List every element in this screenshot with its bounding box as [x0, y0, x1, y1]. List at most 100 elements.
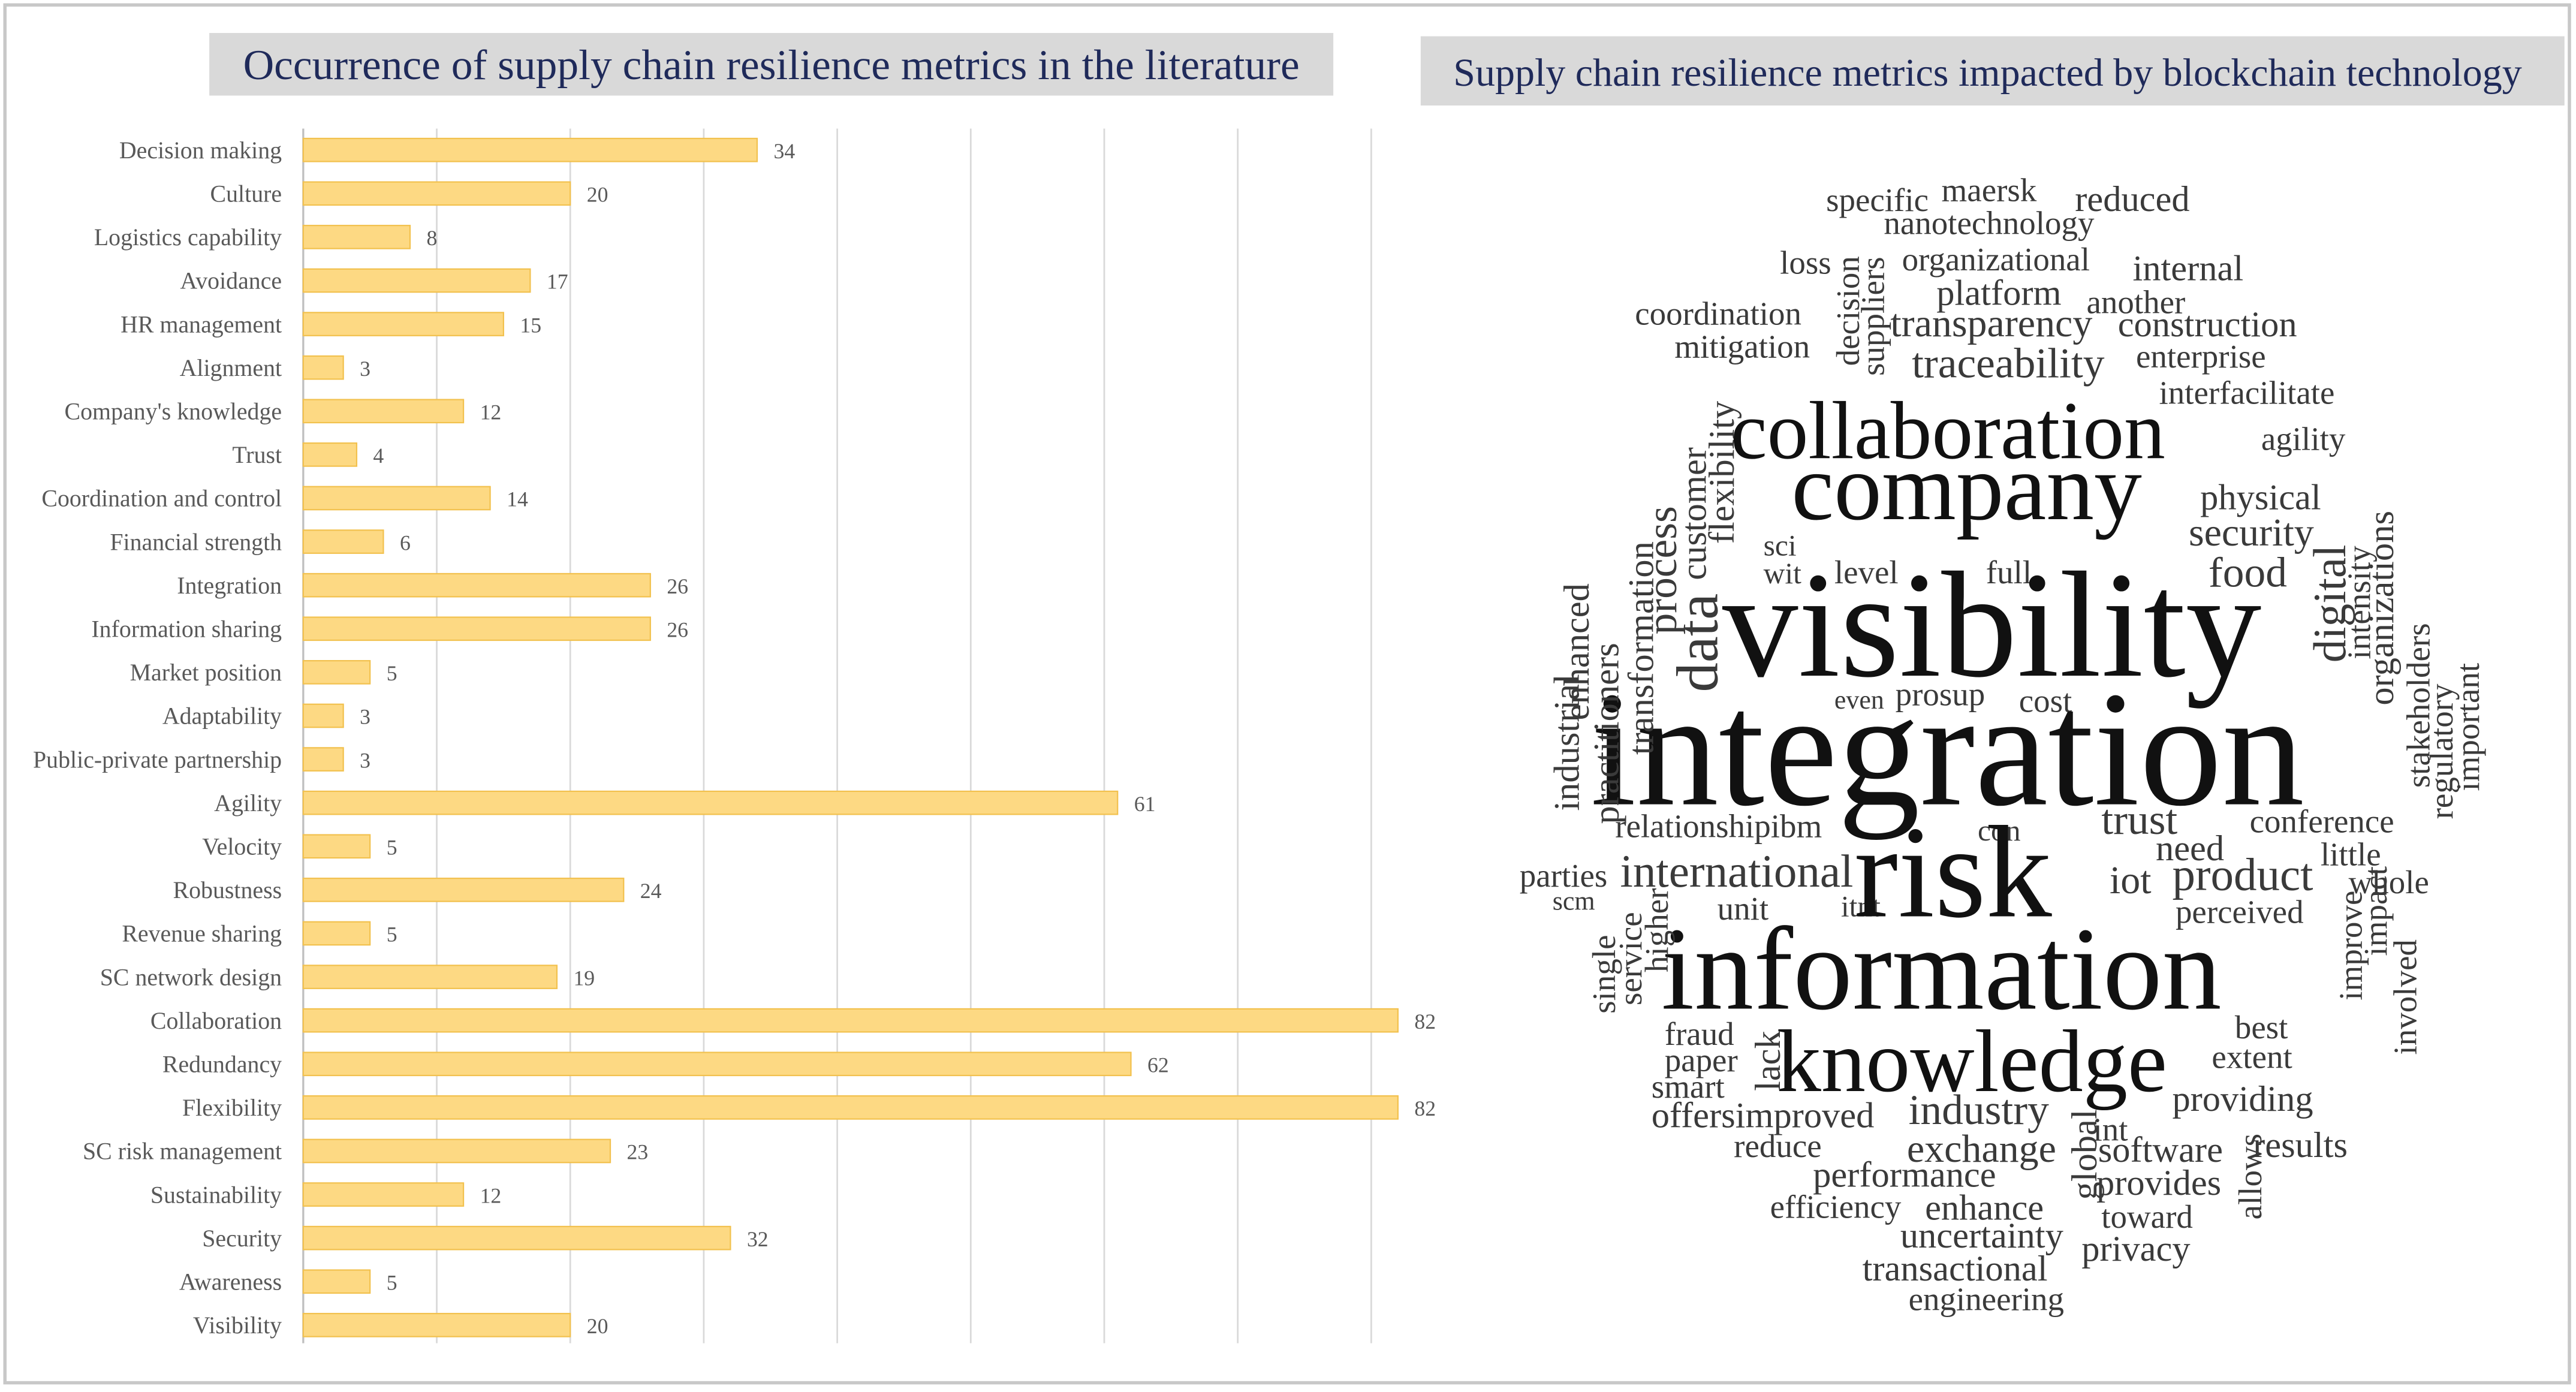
word: even: [1834, 685, 1884, 715]
data-label: 15: [520, 313, 541, 337]
word: flexibility: [1702, 401, 1742, 544]
data-label: 20: [587, 1314, 608, 1338]
word: fraud: [1665, 1016, 1734, 1052]
y-tick-label: Trust: [232, 441, 282, 468]
y-tick-label: Market position: [130, 659, 282, 686]
word: regulatory: [2423, 683, 2460, 819]
word: involved: [2387, 939, 2423, 1054]
chart-title: Occurrence of supply chain resilience me…: [243, 41, 1300, 89]
word: knowledge: [1777, 1013, 2167, 1111]
data-label: 3: [360, 705, 370, 729]
chart-title: Supply chain resilience metrics impacted…: [1453, 51, 2521, 95]
word: reduce: [1734, 1128, 1821, 1164]
bar: [302, 1313, 571, 1337]
data-label: 82: [1414, 1096, 1436, 1120]
y-tick-label: Robustness: [173, 876, 282, 903]
word: international: [1620, 845, 1853, 897]
word: visibility: [1722, 541, 2261, 709]
word: digital: [2304, 545, 2355, 663]
data-label: 17: [547, 270, 568, 294]
y-tick-label: Revenue sharing: [122, 920, 282, 947]
y-tick-label: Sustainability: [150, 1181, 282, 1208]
bar: [302, 312, 504, 336]
y-tick-label: Culture: [210, 180, 282, 207]
y-tick-label: Velocity: [202, 833, 282, 860]
bar: [302, 399, 465, 424]
bar: [302, 181, 571, 206]
word: full: [1986, 554, 2032, 590]
word: stakeholders: [2400, 623, 2436, 788]
word: exchange: [1907, 1127, 2056, 1171]
data-label: 5: [387, 661, 397, 685]
data-label: 62: [1147, 1053, 1169, 1077]
data-label: 6: [400, 531, 411, 555]
word: little: [2321, 836, 2381, 872]
word: food: [2209, 549, 2287, 596]
bar: [302, 660, 371, 685]
bar: [302, 1225, 731, 1251]
word: decision: [1830, 256, 1866, 366]
title-box: [1420, 36, 2565, 106]
word: parties: [1520, 857, 1608, 894]
word: lack: [1748, 1031, 1788, 1091]
word: iot: [2110, 858, 2152, 902]
word: sci: [1764, 529, 1797, 562]
y-tick-label: SC risk management: [83, 1138, 282, 1165]
word: product: [2172, 849, 2313, 900]
y-tick-label: SC network design: [100, 963, 282, 990]
word: enhance: [1925, 1188, 2044, 1228]
word: need: [2156, 828, 2224, 869]
word: wit: [1764, 557, 1801, 590]
word: global: [2065, 1109, 2105, 1200]
word: practitioners: [1587, 643, 1627, 824]
data-label: 4: [373, 444, 384, 468]
word: efficiency: [1770, 1189, 1902, 1225]
word: transparency: [1890, 302, 2092, 345]
word: construction: [2118, 305, 2297, 345]
y-tick-label: HR management: [120, 311, 282, 338]
bar: [302, 1182, 465, 1207]
word: nanotechnology: [1884, 204, 2095, 241]
word: cost: [2019, 683, 2072, 719]
data-label: 5: [387, 923, 397, 947]
y-tick-label: Logistics capability: [94, 224, 282, 251]
word: engineering: [1909, 1281, 2064, 1318]
y-tick-label: Flexibility: [182, 1094, 282, 1121]
y-tick-label: Coordination and control: [41, 485, 282, 512]
bar: [302, 965, 558, 989]
bar: [302, 137, 758, 162]
word: coordination: [1635, 296, 1801, 332]
word: industry: [1909, 1086, 2050, 1134]
word: trust: [2101, 796, 2177, 843]
y-tick-label: Company's knowledge: [65, 398, 282, 425]
word: customer: [1674, 447, 1714, 580]
bar: [302, 921, 371, 946]
word: impact: [2357, 866, 2394, 956]
y-tick-label: Security: [202, 1225, 282, 1252]
word: transformation: [1621, 541, 1661, 755]
word: providing: [2172, 1079, 2313, 1119]
word: collaboration: [1731, 385, 2165, 476]
word: relationshipibm: [1615, 808, 1822, 845]
y-tick-label: Collaboration: [150, 1007, 282, 1034]
data-label: 12: [480, 1183, 502, 1207]
data-label: 61: [1134, 792, 1156, 816]
word: performance: [1813, 1155, 1996, 1195]
word: scm: [1553, 887, 1595, 916]
word: single: [1586, 935, 1622, 1013]
word: higher: [1638, 888, 1675, 972]
data-label: 20: [587, 183, 608, 207]
word: company: [1791, 435, 2142, 540]
word: smart: [1652, 1068, 1725, 1105]
y-tick-label: Avoidance: [180, 267, 282, 294]
word: unit: [1718, 890, 1769, 927]
word: provides: [2096, 1163, 2221, 1203]
word: integration: [1590, 658, 2304, 840]
data-label: 5: [387, 836, 397, 860]
word: risk: [1854, 799, 2052, 945]
y-tick-label: Public-private partnership: [33, 746, 282, 773]
word: prosup: [1896, 676, 1986, 713]
word: platform: [1936, 273, 2061, 314]
y-tick-label: Information sharing: [91, 616, 282, 643]
